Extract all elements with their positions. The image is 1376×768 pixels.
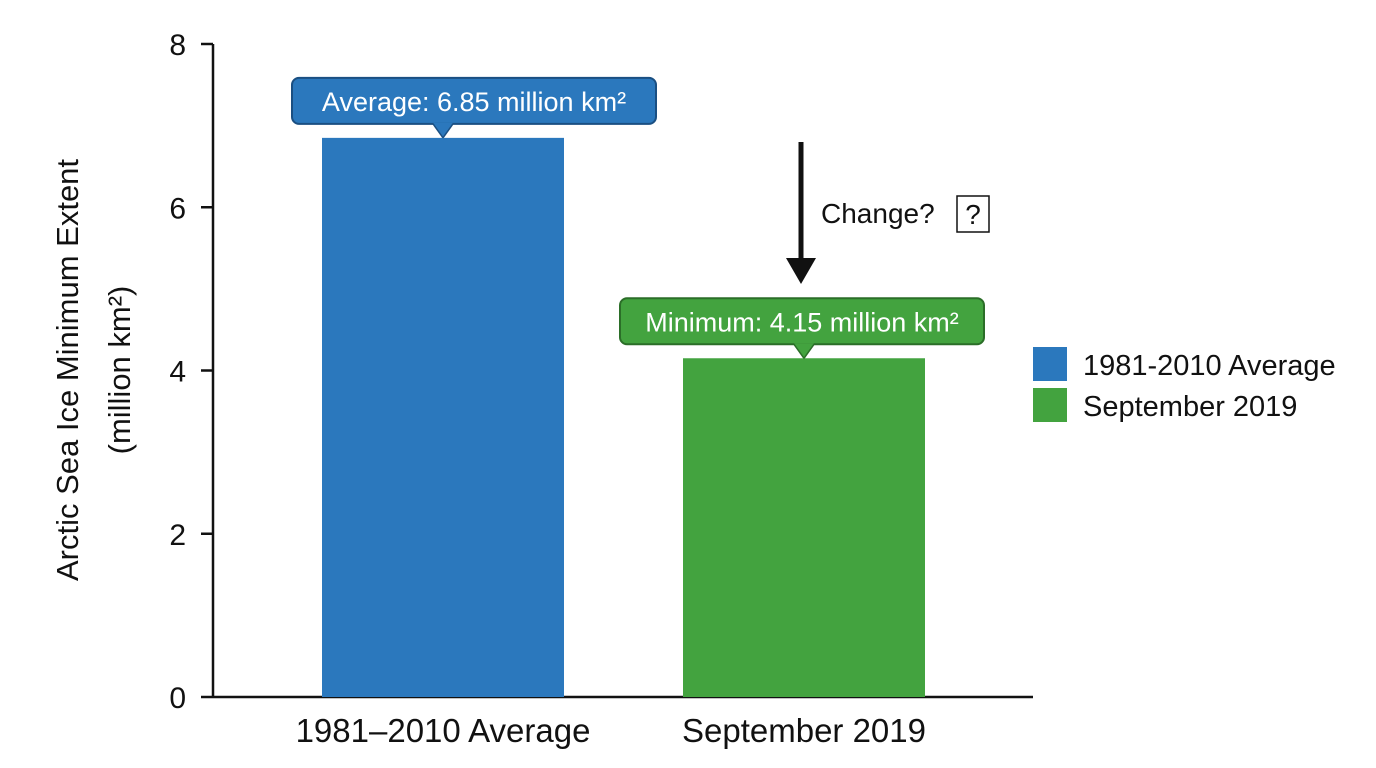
- y-axis-title-line2: (million km²): [102, 286, 137, 455]
- callout-pointer-edge: [432, 123, 444, 139]
- y-tick-label: 6: [169, 192, 186, 225]
- y-tick-label: 8: [169, 29, 186, 62]
- callout-pointer-edge: [803, 343, 815, 359]
- callout-average: Average: 6.85 million km²: [291, 76, 657, 139]
- change-question-mark: ?: [965, 199, 981, 230]
- y-ticks: 0 2 4 6 8: [169, 29, 213, 715]
- bars: [322, 137, 925, 697]
- legend-label-september: September 2019: [1083, 391, 1297, 423]
- y-tick-label: 2: [169, 519, 186, 552]
- bar-september-2019: [683, 358, 925, 697]
- callout-pointer: [433, 122, 453, 138]
- callout-pointer: [794, 343, 814, 359]
- legend: 1981-2010 Average September 2019: [1033, 347, 1336, 423]
- callout-minimum: Minimum: 4.15 million km²: [619, 297, 985, 359]
- callout-label: Minimum: 4.15 million km²: [645, 307, 959, 337]
- y-axis-title-line1: Arctic Sea Ice Minimum Extent: [50, 159, 85, 581]
- x-tick-label: 1981–2010 Average: [296, 712, 591, 749]
- y-axis-title: Arctic Sea Ice Minimum Extent (million k…: [50, 159, 137, 581]
- x-tick-labels: 1981–2010 Average September 2019: [296, 712, 926, 749]
- callout-pointer-edge: [442, 123, 454, 139]
- x-tick-label: September 2019: [682, 712, 926, 749]
- callout-label: Average: 6.85 million km²: [322, 87, 626, 117]
- legend-swatch-average: [1033, 347, 1067, 381]
- legend-label-average: 1981-2010 Average: [1083, 350, 1336, 382]
- change-question-box: [956, 195, 990, 233]
- callout-box: [291, 76, 657, 125]
- change-label: Change?: [821, 198, 935, 229]
- bar-average: [322, 137, 564, 697]
- y-tick-label: 4: [169, 356, 186, 389]
- change-annotation: Change? ?: [786, 142, 990, 284]
- value-callouts: Average: 6.85 million km² Minimum: 4.15 m…: [291, 76, 985, 359]
- y-tick-label: 0: [169, 682, 186, 715]
- legend-swatch-september: [1033, 388, 1067, 422]
- change-arrow-head: [786, 258, 816, 284]
- callout-pointer-edge: [793, 343, 805, 359]
